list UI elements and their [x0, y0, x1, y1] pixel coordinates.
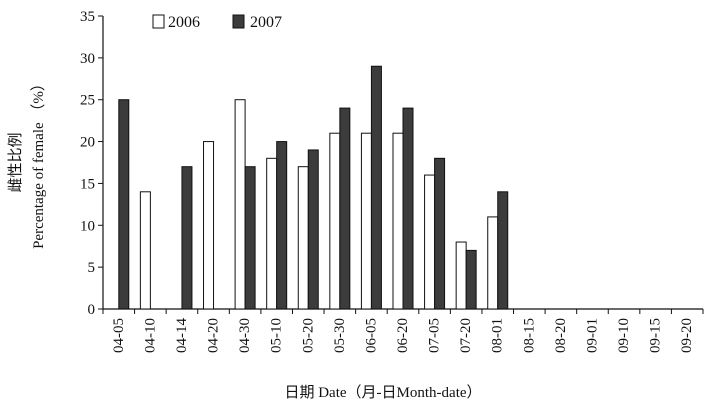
x-tick-label: 04-20	[206, 318, 222, 353]
x-tick-label: 09-15	[648, 318, 664, 353]
x-tick-label: 05-30	[332, 318, 348, 353]
bar-2007-07-20	[466, 250, 476, 309]
bar-2007-05-30	[340, 108, 350, 309]
x-axis-title: 日期 Date（月-日Month-date）	[284, 384, 481, 401]
y-tick-label: 25	[80, 93, 95, 109]
legend-swatch-2007	[233, 15, 244, 28]
bar-2006-07-20	[456, 242, 466, 309]
x-tick-label: 09-01	[584, 318, 600, 353]
bar-2007-04-30	[245, 167, 255, 309]
y-tick-label: 15	[80, 176, 95, 192]
bars	[119, 66, 508, 309]
legend-label-2007: 2007	[250, 14, 282, 31]
bar-2007-04-05	[119, 100, 129, 309]
x-tick-label: 08-01	[490, 318, 506, 353]
bar-2007-05-20	[308, 150, 318, 309]
x-tick-label: 04-10	[142, 318, 158, 353]
y-ticks: 0 5 10 15 20 25 30 35	[80, 9, 103, 318]
x-tick-label: 06-20	[395, 318, 411, 353]
bar-2006-05-10	[267, 158, 277, 309]
y-tick-label: 10	[80, 218, 95, 234]
bar-2006-04-20	[204, 142, 214, 309]
x-tick-label: 04-14	[174, 318, 190, 353]
bar-2007-05-10	[277, 142, 287, 309]
x-tick-label: 09-20	[679, 318, 695, 353]
bar-2006-04-10	[140, 192, 150, 309]
bar-2007-06-05	[371, 66, 381, 309]
bar-2006-08-01	[488, 217, 498, 309]
bar-2006-05-20	[298, 167, 308, 309]
bar-2006-05-30	[330, 133, 340, 309]
x-tick-label: 08-15	[521, 318, 537, 353]
x-tick-label: 04-30	[237, 318, 253, 353]
y-axis-title-chinese: 雌性比例	[7, 132, 24, 192]
x-tick-label: 09-10	[616, 318, 632, 353]
x-tick-label: 06-05	[363, 318, 379, 353]
y-tick-label: 0	[88, 302, 96, 318]
bar-2006-06-05	[361, 133, 371, 309]
bar-2006-07-05	[425, 175, 435, 309]
bar-2006-06-20	[393, 133, 403, 309]
y-tick-label: 20	[80, 135, 95, 151]
bar-2007-06-20	[403, 108, 413, 309]
y-axis-title-english: Percentage of female （%）	[30, 76, 47, 249]
bar-2007-04-14	[182, 167, 192, 309]
x-tick-label: 08-20	[553, 318, 569, 353]
y-tick-label: 5	[88, 260, 96, 276]
y-tick-label: 30	[80, 51, 95, 67]
x-tick-label: 04-05	[111, 318, 127, 353]
legend: 2006 2007	[153, 14, 282, 31]
x-ticks: 04-05 04-10 04-14 04-20 04-30 05-10 05-20 05-30…	[103, 309, 703, 353]
legend-swatch-2006	[153, 15, 164, 28]
y-tick-label: 35	[80, 9, 95, 25]
bar-2007-08-01	[498, 192, 508, 309]
bar-2006-04-30	[235, 100, 245, 309]
bar-2007-07-05	[435, 158, 445, 309]
x-tick-label: 05-10	[269, 318, 285, 353]
x-tick-label: 07-20	[458, 318, 474, 353]
legend-label-2006: 2006	[168, 14, 200, 31]
x-tick-label: 05-20	[300, 318, 316, 353]
x-tick-label: 07-05	[427, 318, 443, 353]
